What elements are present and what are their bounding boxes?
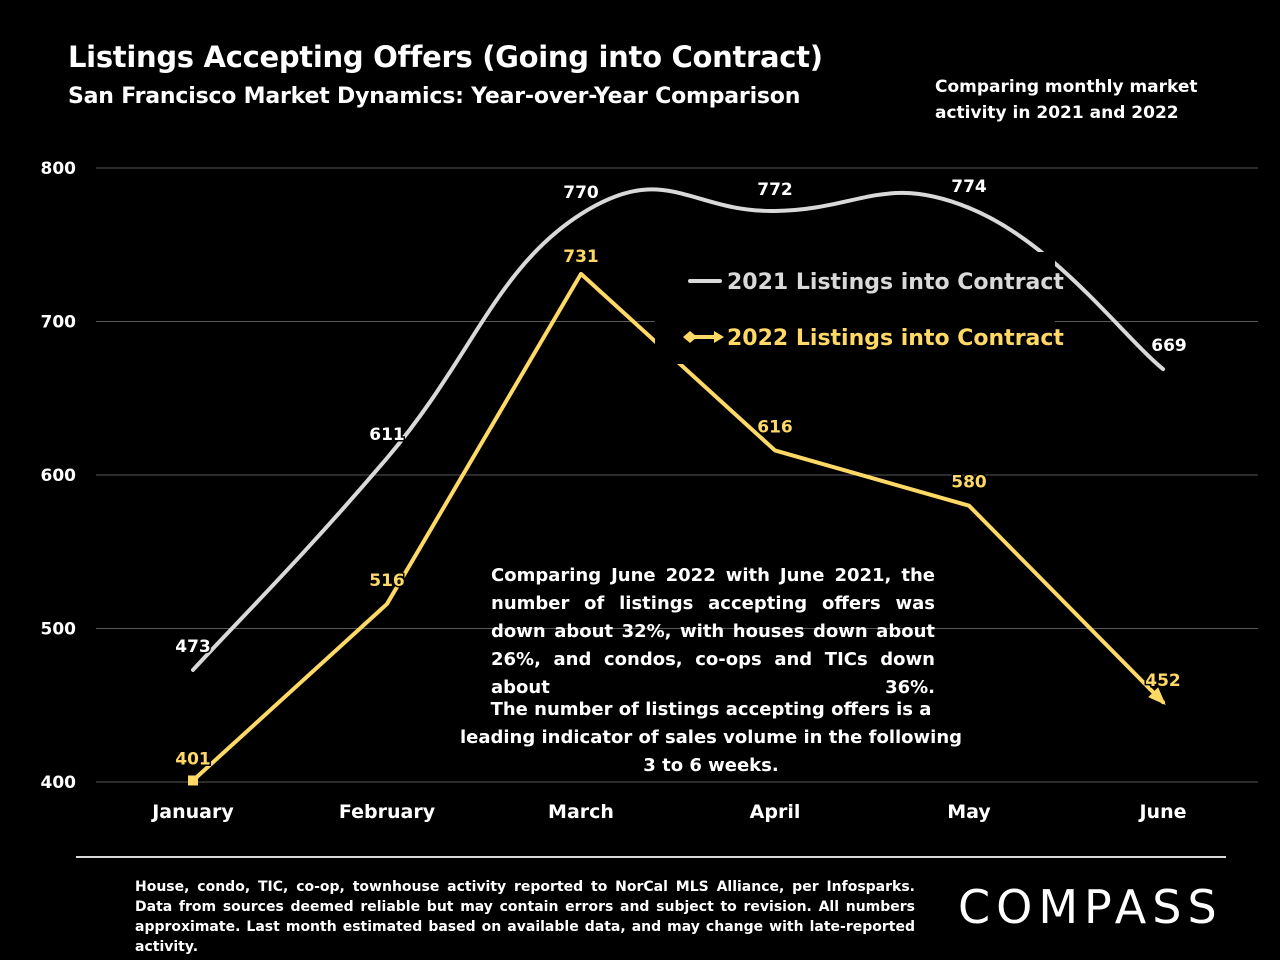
chart-subtitle: San Francisco Market Dynamics: Year-over… bbox=[68, 84, 801, 109]
data-labels: 473 611 770 772 774 669 401 516 731 616 580 452 bbox=[174, 175, 1189, 771]
data-label-s2-may: 580 bbox=[951, 473, 987, 493]
legend-label-2: 2022 Listings into Contract bbox=[727, 326, 1064, 351]
x-tick-label-june: June bbox=[1137, 801, 1186, 823]
x-tick-label-january: January bbox=[150, 801, 234, 823]
y-axis-ticks: 400 500 600 700 800 bbox=[41, 159, 77, 793]
data-label-s2-january: 401 bbox=[175, 749, 211, 769]
data-label-s1-march: 770 bbox=[563, 183, 599, 203]
chart-title: Listings Accepting Offers (Going into Co… bbox=[68, 40, 823, 74]
series-2-end-arrow bbox=[1148, 687, 1166, 706]
data-label-s2-march: 731 bbox=[563, 247, 599, 267]
legend-arrow-2 bbox=[714, 331, 724, 343]
footer-divider bbox=[76, 856, 1226, 858]
x-tick-label-march: March bbox=[548, 801, 614, 823]
y-tick-label-800: 800 bbox=[41, 159, 77, 179]
x-tick-label-may: May bbox=[947, 801, 991, 823]
x-axis-ticks: January February March April May June bbox=[150, 801, 1186, 823]
leading-indicator-note: The number of listings accepting offers … bbox=[459, 699, 963, 776]
data-label-s1-february: 611 bbox=[369, 425, 405, 445]
y-tick-label-700: 700 bbox=[41, 313, 77, 333]
data-label-s1-june: 669 bbox=[1151, 336, 1187, 356]
series-2-start-marker bbox=[188, 775, 198, 786]
x-tick-label-february: February bbox=[339, 801, 436, 823]
side-note: Comparing monthly market activity in 202… bbox=[935, 77, 1198, 123]
summary-annotation: Comparing June 2022 with June 2021, the … bbox=[491, 565, 935, 698]
legend-marker-2 bbox=[683, 331, 697, 343]
x-tick-label-april: April bbox=[750, 801, 801, 823]
y-tick-label-500: 500 bbox=[41, 620, 77, 640]
y-tick-label-600: 600 bbox=[41, 466, 77, 486]
data-label-s2-april: 616 bbox=[757, 417, 793, 437]
chart-legend: 2021 Listings into Contract 2022 Listings… bbox=[655, 252, 1064, 364]
data-label-s1-january: 473 bbox=[175, 637, 211, 657]
y-tick-label-400: 400 bbox=[41, 773, 77, 793]
data-label-s2-june: 452 bbox=[1145, 671, 1181, 691]
legend-background bbox=[655, 252, 1055, 364]
compass-logo: COMPASS bbox=[958, 880, 1223, 934]
data-label-s1-april: 772 bbox=[757, 180, 793, 200]
legend-label-1: 2021 Listings into Contract bbox=[727, 270, 1064, 295]
series-line-1 bbox=[191, 187, 1165, 672]
source-footnote: House, condo, TIC, co-op, townhouse acti… bbox=[135, 879, 915, 955]
data-label-s2-february: 516 bbox=[369, 571, 405, 591]
data-label-s1-may: 774 bbox=[951, 177, 987, 197]
line-chart: 400 500 600 700 800 January February March Apri… bbox=[41, 159, 1258, 823]
